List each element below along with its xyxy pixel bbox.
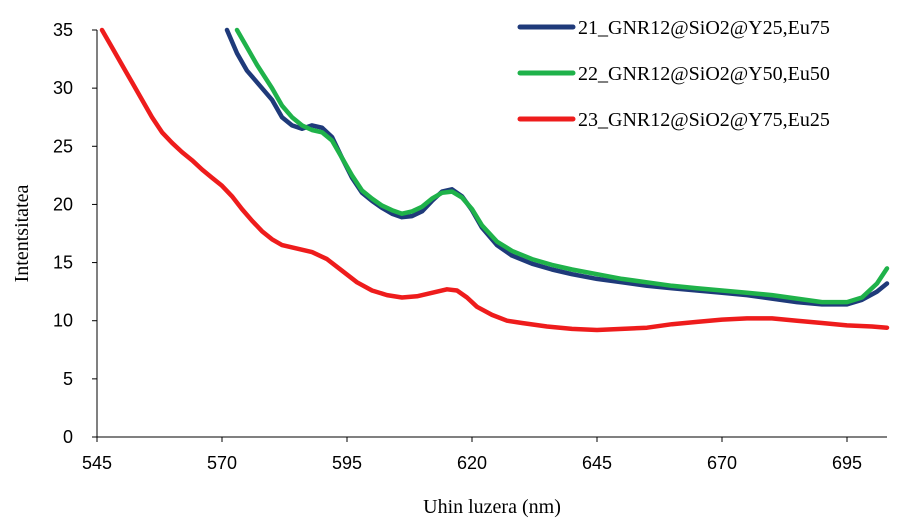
x-tick-label: 695 (832, 453, 862, 473)
axes (96, 30, 887, 438)
x-tick-label: 570 (207, 453, 237, 473)
y-tick-label: 0 (63, 427, 73, 447)
x-axis-title: Uhin luzera (nm) (423, 496, 561, 518)
legend: 21_GNR12@SiO2@Y25,Eu75 22_GNR12@SiO2@Y50,… (517, 17, 830, 131)
y-tick-label: 35 (53, 20, 73, 40)
legend-label-1: 21_GNR12@SiO2@Y25,Eu75 (578, 17, 830, 39)
series-line-3 (99, 27, 890, 333)
x-ticks: 545 570 595 620 645 670 695 (82, 437, 862, 473)
y-tick-label: 15 (53, 253, 73, 273)
y-tick-label: 5 (63, 369, 73, 389)
x-tick-label: 645 (582, 453, 612, 473)
y-tick-label: 10 (53, 311, 73, 331)
y-tick-label: 30 (53, 78, 73, 98)
x-tick-label: 545 (82, 453, 112, 473)
x-tick-label: 670 (707, 453, 737, 473)
legend-label-2: 22_GNR12@SiO2@Y50,Eu50 (578, 63, 830, 85)
y-tick-label: 20 (53, 194, 73, 214)
series-line-2 (234, 27, 890, 305)
series-lines (99, 27, 890, 333)
y-ticks: 0 5 10 15 20 25 30 35 (53, 20, 97, 447)
legend-label-3: 23_GNR12@SiO2@Y75,Eu25 (578, 109, 830, 131)
y-axis-title: Intentsitatea (11, 185, 33, 283)
x-tick-label: 620 (457, 453, 487, 473)
x-tick-label: 595 (332, 453, 362, 473)
y-tick-label: 25 (53, 136, 73, 156)
